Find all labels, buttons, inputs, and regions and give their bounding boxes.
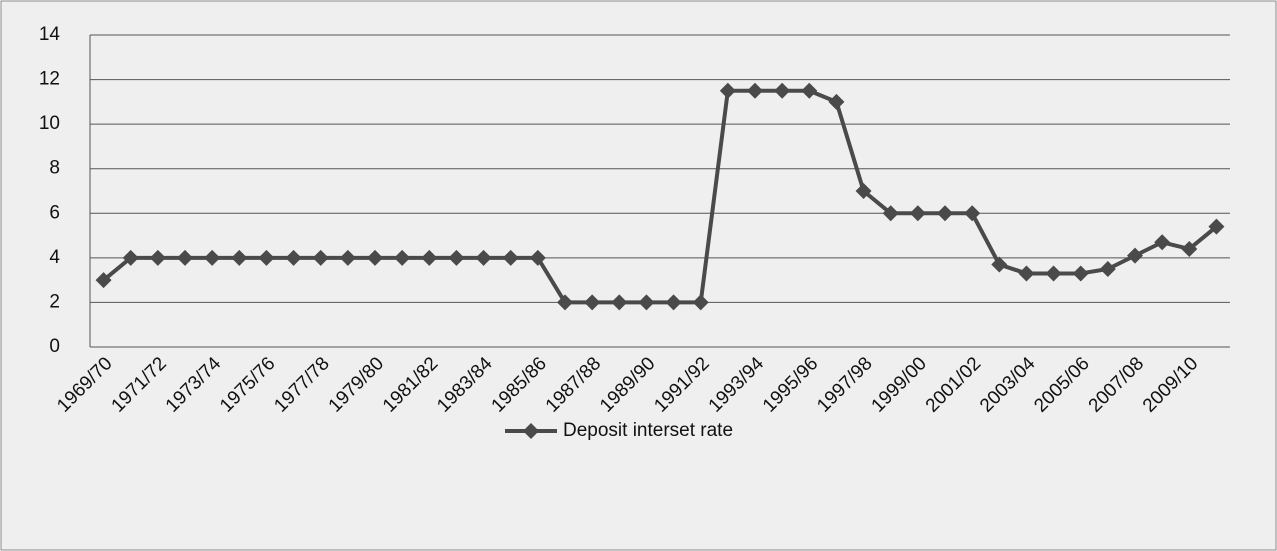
data-marker <box>448 249 465 266</box>
data-marker <box>1154 234 1171 251</box>
data-marker <box>204 249 221 266</box>
data-marker <box>1099 261 1116 277</box>
data-marker <box>611 294 628 311</box>
data-marker <box>964 205 981 222</box>
data-marker <box>937 205 953 222</box>
y-tick-label: 14 <box>39 24 61 45</box>
data-marker <box>909 205 926 222</box>
data-marker <box>828 93 845 110</box>
data-marker <box>1018 265 1035 282</box>
y-tick-label: 6 <box>49 202 60 223</box>
data-marker <box>502 249 519 266</box>
data-marker <box>421 249 438 266</box>
data-marker <box>1181 240 1198 257</box>
data-marker <box>149 249 166 266</box>
data-marker <box>367 249 383 266</box>
data-marker <box>312 249 329 266</box>
data-marker <box>855 183 872 199</box>
data-marker <box>1208 218 1225 235</box>
y-tick-label: 2 <box>49 291 60 312</box>
data-marker <box>692 294 709 311</box>
data-marker <box>394 249 411 266</box>
y-tick-label: 10 <box>39 113 60 134</box>
data-marker <box>638 294 655 311</box>
data-marker <box>529 249 546 266</box>
data-marker <box>122 249 139 266</box>
data-marker <box>584 294 601 311</box>
data-marker <box>285 249 302 266</box>
data-marker <box>774 82 791 99</box>
data-marker <box>801 82 818 99</box>
data-marker <box>882 205 899 222</box>
data-marker <box>665 294 682 311</box>
y-tick-label: 4 <box>49 247 60 268</box>
data-marker <box>719 82 736 99</box>
data-marker <box>231 249 248 266</box>
data-marker <box>177 249 193 266</box>
data-marker <box>339 249 356 266</box>
data-marker <box>1127 247 1143 264</box>
y-tick-label: 12 <box>39 69 60 90</box>
data-marker <box>747 82 763 99</box>
data-marker <box>1072 265 1089 282</box>
data-marker <box>1045 265 1062 282</box>
data-marker <box>258 249 275 266</box>
data-marker <box>557 294 573 311</box>
y-tick-label: 8 <box>49 158 60 179</box>
legend-label: Deposit interset rate <box>563 420 733 441</box>
y-tick-label: 0 <box>49 336 60 357</box>
data-marker <box>475 249 492 266</box>
data-marker <box>95 272 112 289</box>
legend-marker <box>523 423 539 439</box>
data-marker <box>991 256 1008 273</box>
